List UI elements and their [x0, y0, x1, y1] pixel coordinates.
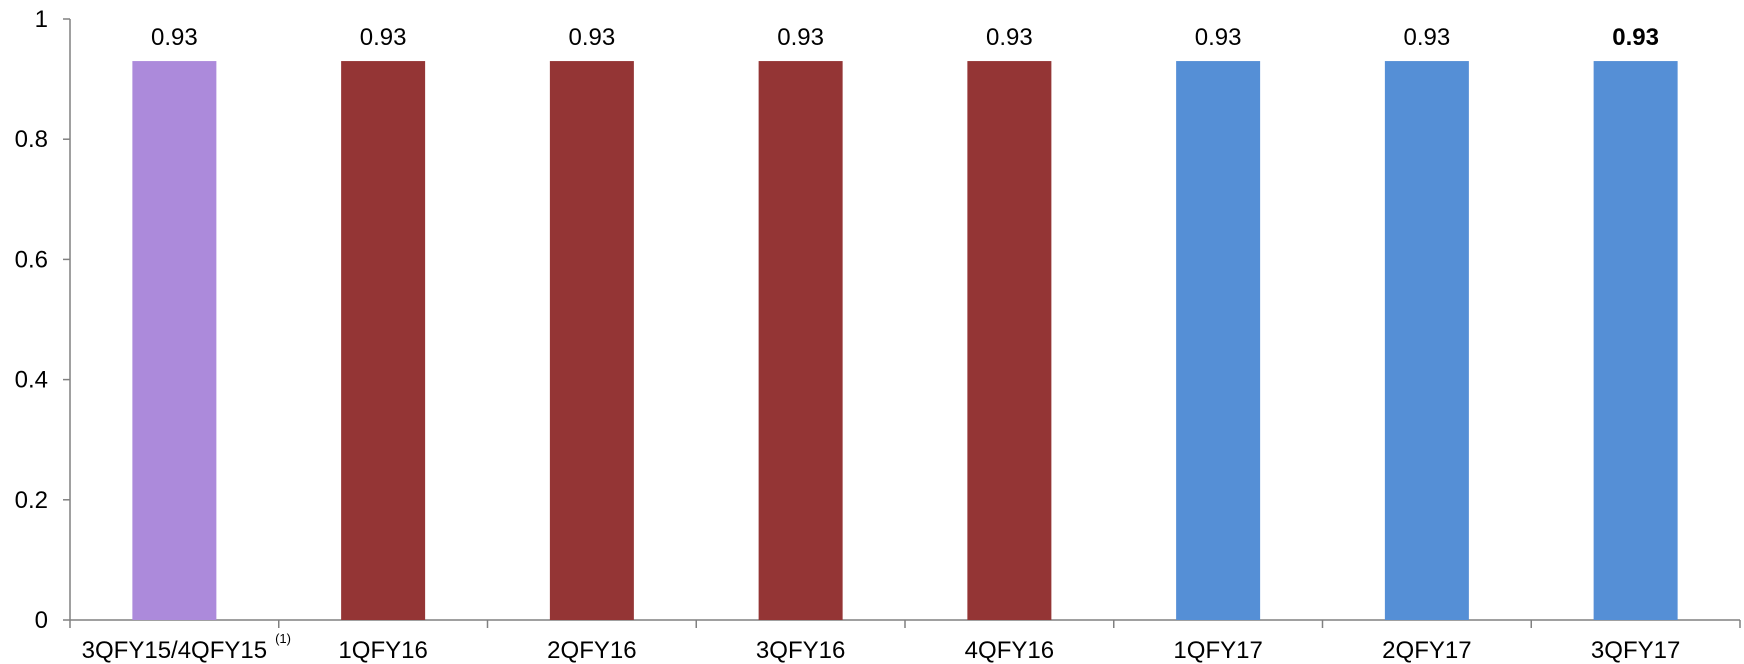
data-labels: 0.93 0.93 0.93 0.93 0.93 0.93 0.93 0.93	[151, 24, 1659, 51]
x-category-label: 3QFY17	[1591, 637, 1680, 664]
data-label-3: 0.93	[569, 24, 616, 51]
bar-2	[341, 61, 426, 620]
data-label-4: 0.93	[777, 24, 824, 51]
bar-6	[1176, 61, 1261, 620]
data-label-2: 0.93	[360, 24, 407, 51]
y-tick-label: 0.6	[15, 246, 48, 273]
bar-1	[132, 61, 217, 620]
x-category-label: 1QFY16	[338, 637, 427, 664]
x-category-label: 3QFY16	[756, 637, 845, 664]
x-axis: 3QFY15/4QFY15 (1) 1QFY16 2QFY16 3QFY16 4QFY16…	[69, 619, 1741, 664]
y-tick-label: 0	[35, 607, 48, 634]
x-category-footnote: (1)	[275, 631, 291, 646]
bar-3	[549, 61, 634, 620]
data-label-1: 0.93	[151, 24, 198, 51]
data-label-5: 0.93	[986, 24, 1033, 51]
bar-8	[1593, 61, 1678, 620]
y-tick-label: 0.8	[15, 126, 48, 153]
x-category-label: 3QFY15/4QFY15	[82, 637, 267, 664]
y-tick-label: 1	[35, 6, 48, 33]
y-tick-label: 0.2	[15, 487, 48, 514]
x-category-label: 2QFY16	[547, 637, 636, 664]
data-label-6: 0.93	[1195, 24, 1242, 51]
data-label-8: 0.93	[1612, 24, 1659, 51]
data-label-7: 0.93	[1404, 24, 1451, 51]
bars	[132, 61, 1678, 620]
y-tick-label: 0.4	[15, 367, 48, 394]
x-category-label: 2QFY17	[1382, 637, 1471, 664]
bar-7	[1384, 61, 1469, 620]
x-category-label: 1QFY17	[1173, 637, 1262, 664]
bar-4	[758, 61, 843, 620]
x-category-label: 4QFY16	[965, 637, 1054, 664]
bar-5	[967, 61, 1052, 620]
y-axis: 0 0.2 0.4 0.6 0.8 1	[15, 6, 71, 634]
